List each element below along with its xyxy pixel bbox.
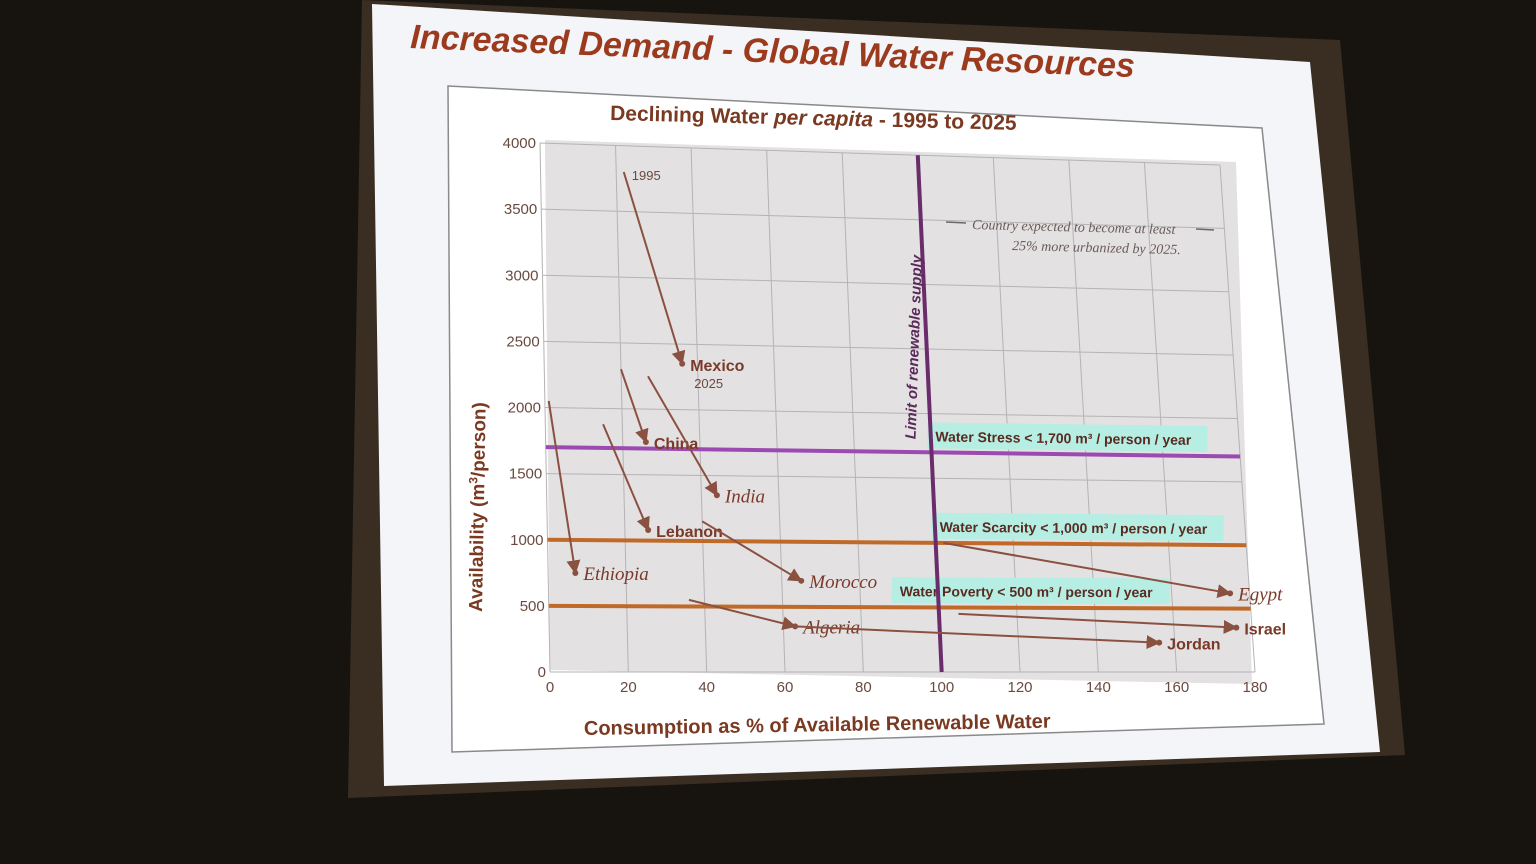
- threshold-line: [545, 445, 1241, 459]
- country-point: [713, 492, 720, 499]
- grid-lines: [539, 142, 1256, 673]
- threshold-label-bg: [927, 422, 1208, 453]
- country-arrow: [547, 400, 581, 575]
- country-label: Ethiopia: [582, 564, 648, 585]
- grid-line-y: [543, 340, 1234, 356]
- y-axis-label: Availability (m3/person): [464, 402, 491, 612]
- threshold-label-text: Water Poverty < 500 m³ / person / year: [900, 583, 1153, 600]
- grid-line-y: [546, 473, 1242, 483]
- country-label: Egypt: [1237, 584, 1283, 605]
- x-tick-label: 20: [620, 679, 637, 696]
- grid-line-y: [544, 407, 1238, 419]
- grid-line-y: [541, 208, 1225, 229]
- y-tick-label: 2500: [506, 333, 539, 350]
- x-tick-label: 140: [1086, 679, 1111, 696]
- y-tick-label: 500: [520, 598, 545, 615]
- country-point: [642, 438, 649, 445]
- country-arrow: [795, 625, 1161, 650]
- year-start-label: 1995: [632, 168, 661, 183]
- country-point: [572, 569, 579, 576]
- country-point: [1227, 590, 1234, 597]
- country-arrow: [620, 368, 649, 444]
- limit-label: Limit of renewable supply: [903, 254, 926, 439]
- renewable-limit: Limit of renewable supply: [903, 155, 944, 673]
- y-tick-label: 2000: [508, 400, 541, 417]
- country-arrow: [958, 612, 1238, 634]
- x-tick-label: 60: [777, 679, 794, 696]
- x-tick-label: 160: [1164, 679, 1189, 696]
- y-tick-label: 1000: [510, 532, 543, 549]
- axes: 0 20 40 60 80 100 120 140 160 180 0 500 1000 1500 2000…: [503, 135, 1268, 696]
- y-tick-label: 3000: [505, 267, 538, 284]
- urbanization-note: Country expected to become at least 25% …: [945, 218, 1215, 258]
- threshold-label-bg: [891, 577, 1170, 605]
- year-end-label: 2025: [694, 376, 723, 391]
- country-point: [645, 527, 652, 534]
- country-label: Morocco: [808, 572, 877, 593]
- country-label: Israel: [1244, 622, 1286, 639]
- country-point: [1233, 624, 1240, 631]
- y-tick-label: 0: [538, 664, 546, 681]
- country-point: [679, 360, 686, 367]
- limit-line: [915, 155, 944, 673]
- country-arrow: [602, 423, 650, 532]
- y-tick-label: 4000: [503, 135, 536, 152]
- country-label: China: [654, 436, 699, 453]
- x-tick-label: 100: [929, 679, 954, 696]
- y-tick-label: 3500: [504, 201, 537, 218]
- threshold-line: [547, 537, 1247, 548]
- country-point: [798, 577, 805, 584]
- x-tick-label: 40: [698, 679, 715, 696]
- threshold-lines: Water Stress < 1,700 m³ / person / year W…: [545, 422, 1251, 611]
- threshold-label-text: Water Stress < 1,700 m³ / person / year: [935, 428, 1192, 447]
- country-label: Mexico: [690, 358, 744, 375]
- country-arrow: [701, 520, 803, 582]
- threshold-label-bg: [931, 512, 1224, 542]
- grid-line-y: [539, 142, 1221, 166]
- note-line-1: Country expected to become at least: [972, 218, 1177, 238]
- country-arrow: [688, 598, 797, 631]
- x-tick-label: 120: [1007, 679, 1032, 696]
- threshold-label-text: Water Scarcity < 1,000 m³ / person / yea…: [940, 519, 1208, 537]
- x-tick-label: 0: [546, 679, 554, 696]
- country-arrow: [943, 541, 1232, 599]
- x-tick-label: 80: [855, 679, 872, 696]
- country-arrow: [622, 171, 686, 366]
- country-arrow: [647, 375, 718, 497]
- country-point: [1156, 639, 1163, 646]
- threshold-line: [548, 603, 1251, 611]
- threshold-label: Water Scarcity < 1,000 m³ / person / yea…: [931, 512, 1224, 542]
- country-label: Lebanon: [656, 524, 723, 541]
- x-tick-label: 180: [1242, 679, 1267, 696]
- threshold-label: Water Poverty < 500 m³ / person / year: [891, 577, 1170, 605]
- chart-title: Declining Water per capita - 1995 to 202…: [610, 102, 1017, 135]
- country-label: India: [724, 486, 765, 507]
- threshold-label: Water Stress < 1,700 m³ / person / year: [927, 422, 1208, 453]
- country-label: Jordan: [1167, 637, 1220, 654]
- y-tick-label: 1500: [509, 466, 542, 483]
- note-line-2: 25% more urbanized by 2025.: [1012, 239, 1181, 258]
